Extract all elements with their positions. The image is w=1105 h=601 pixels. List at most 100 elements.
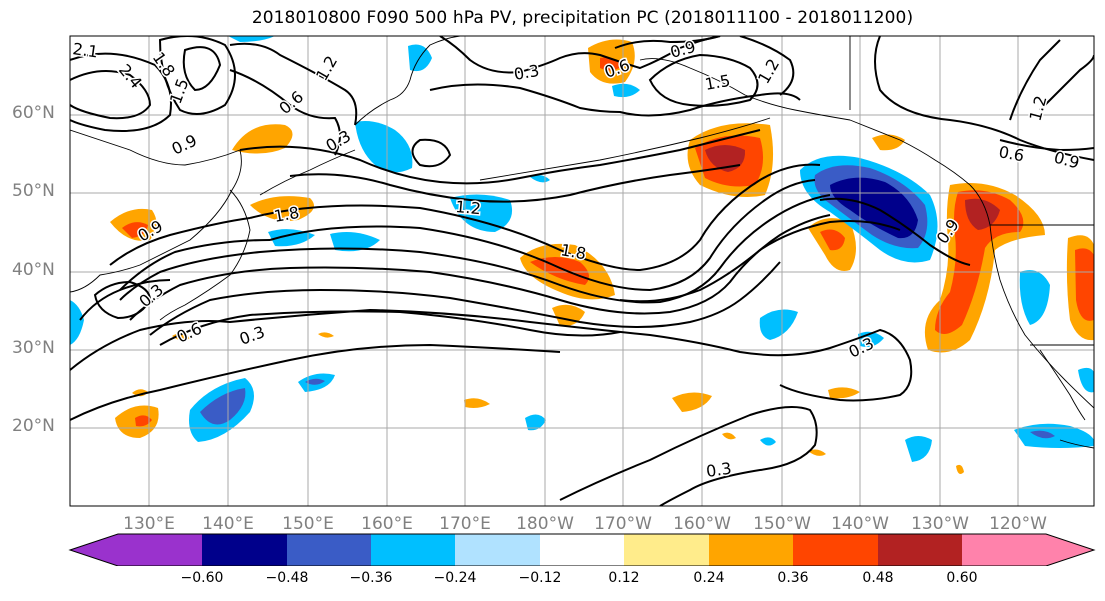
coastline-baja [1039, 349, 1086, 421]
colorbar-segment [793, 534, 878, 566]
colorbar-tick-label: −0.60 [180, 570, 224, 586]
lon-label: 130°W [911, 514, 969, 534]
coastline-japan [159, 189, 251, 321]
precip-patch [1030, 430, 1055, 439]
precip-positive-shading [110, 39, 1094, 474]
colorbar-tick-label: −0.48 [265, 570, 309, 586]
colorbar-segments [70, 534, 1094, 566]
pv-contour [70, 343, 561, 421]
pv-contour [70, 308, 913, 402]
pv-contour [119, 239, 271, 291]
colorbar-segment [202, 534, 287, 566]
lat-label: 40°N [12, 260, 55, 280]
pv-contour [289, 164, 741, 203]
pv-contour [158, 36, 236, 115]
figure-title: 2018010800 F090 500 hPa PV, precipitatio… [251, 8, 914, 28]
lat-label: 20°N [12, 416, 55, 436]
precip-patch [1019, 270, 1050, 325]
coastline-kurils [259, 149, 356, 196]
lon-label: 120°W [989, 514, 1047, 534]
colorbar-segment [70, 534, 202, 566]
precip-patch [612, 83, 640, 98]
lon-label: 140°W [831, 514, 889, 534]
pv-contour [119, 194, 831, 304]
pv-contour [614, 36, 721, 49]
contour-label: 1.8 [559, 240, 587, 263]
contour-label: 0.3 [705, 459, 733, 481]
pv-contour [739, 36, 795, 96]
colorbar-segment [709, 534, 793, 566]
colorbar-segment [624, 534, 709, 566]
precip-patch [935, 190, 1024, 334]
coastline-aleutians [479, 117, 771, 181]
pv-contour [559, 405, 818, 506]
colorbar-outline [68, 533, 1096, 566]
pv-contour [109, 217, 251, 266]
pv-contour [411, 138, 452, 168]
pv-contour [70, 52, 172, 132]
pv-contour [1009, 39, 1061, 121]
pv-contour [429, 83, 801, 117]
lon-label: 170°E [439, 514, 491, 534]
pv-contour [1039, 54, 1094, 111]
precip-patch [808, 449, 826, 456]
colorbar-tick-label: −0.36 [349, 570, 393, 586]
precip-patch [330, 232, 380, 252]
coastline-alaska [639, 58, 971, 186]
pv-contour [269, 179, 816, 292]
coastline-asia [70, 129, 242, 293]
pv-contour [182, 46, 222, 92]
colorbar-segment [455, 534, 540, 566]
precip-patch [760, 437, 776, 446]
pv-contour [93, 280, 152, 320]
pv-contour [249, 163, 821, 272]
precip-patch [1075, 248, 1094, 321]
contour-label: 2.1 [71, 39, 99, 61]
pv-contour [619, 220, 901, 303]
precip-patch [122, 222, 148, 238]
colorbar-tick-label: −0.12 [518, 570, 562, 586]
lon-label: 170°W [594, 514, 652, 534]
precip-patch [525, 414, 546, 431]
lon-label: 150°E [282, 514, 334, 534]
pv-contour [819, 197, 971, 266]
coastlines [70, 36, 1094, 449]
colorbar-segment [878, 534, 962, 566]
pv-contour [79, 279, 171, 321]
colorbar-tick-label: 0.48 [862, 570, 894, 586]
lat-label: 60°N [12, 103, 55, 123]
pv-contour [70, 70, 152, 120]
precip-patch [318, 332, 334, 338]
colorbar-tick-label: 0.12 [608, 570, 640, 586]
lon-label: 160°W [673, 514, 731, 534]
pv-contour [999, 139, 1094, 152]
coastline-mexico [1059, 439, 1094, 449]
lon-label: 180°W [516, 514, 574, 534]
pv-contour [229, 42, 358, 126]
pv-contour [229, 69, 341, 156]
precip-patch [956, 464, 964, 474]
colorbar-tick-label: −0.24 [433, 570, 477, 586]
precip-patch [759, 309, 798, 340]
precip-patch [828, 387, 860, 399]
colorbar-segment [287, 534, 371, 566]
colorbar-segment [540, 534, 624, 566]
precip-patch [172, 333, 190, 341]
colorbar-tick-label: 0.60 [946, 570, 978, 586]
colorbar-segment [371, 534, 455, 566]
precip-patch [1078, 367, 1094, 393]
precip-patch [70, 300, 84, 345]
coastline-kamchatka [354, 36, 461, 126]
pv-contour [149, 261, 781, 336]
coastline-na-west [969, 184, 1094, 409]
lon-label: 140°E [202, 514, 254, 534]
precip-patch [820, 229, 845, 251]
precip-patch [355, 121, 413, 173]
lon-label: 160°E [361, 514, 413, 534]
contour-label: 1.2 [455, 197, 482, 218]
pv-contour [239, 129, 761, 185]
pv-contours [70, 36, 1094, 506]
precip-patch [305, 378, 325, 385]
precip-patch [905, 436, 932, 462]
